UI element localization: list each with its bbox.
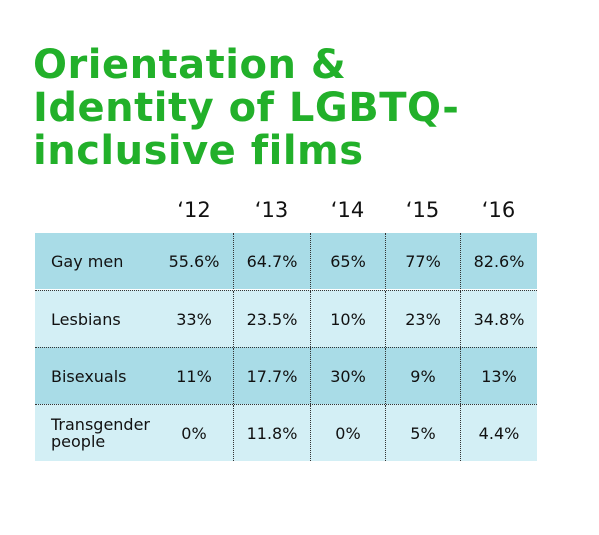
table-cell: 55.6% <box>168 251 220 271</box>
table-cell: 9% <box>385 348 460 404</box>
table-cell: 64.7% <box>233 233 310 289</box>
table-cell: 30% <box>310 348 385 404</box>
column-header: ‘13 <box>254 198 289 222</box>
row-label: Lesbians <box>51 309 121 329</box>
table-cell: 0% <box>310 405 385 461</box>
table-cell: 34.8% <box>460 291 537 347</box>
table-cell: 23% <box>385 291 460 347</box>
table-cell: 13% <box>460 348 537 404</box>
column-header: ‘14 <box>330 198 365 222</box>
row-label: Transgender people <box>51 415 150 451</box>
column-header: ‘15 <box>405 198 440 222</box>
title-line: Identity of LGBTQ- <box>33 85 460 131</box>
table-cell: 0% <box>181 423 207 443</box>
table-cell: 65% <box>310 233 385 289</box>
table-cell: 11% <box>176 366 212 386</box>
column-header: ‘12 <box>177 198 211 222</box>
table-cell: 77% <box>385 233 460 289</box>
row-label: Gay men <box>51 251 124 271</box>
table-cell: 23.5% <box>233 291 310 347</box>
row-label: Bisexuals <box>51 366 127 386</box>
table-cell: 11.8% <box>233 405 310 461</box>
table-cell: 82.6% <box>460 233 537 289</box>
table-cell: 17.7% <box>233 348 310 404</box>
table-row: Transgender people 0% 11.8% 0% 5% 4.4% <box>35 404 537 461</box>
title-line: inclusive films <box>33 128 364 174</box>
table-cell: 5% <box>385 405 460 461</box>
table-row: Bisexuals 11% 17.7% 30% 9% 13% <box>35 347 537 404</box>
table-cell: 4.4% <box>460 405 537 461</box>
column-header: ‘16 <box>481 198 516 222</box>
table-cell: 33% <box>176 309 212 329</box>
table-row: Gay men 55.6% 64.7% 65% 77% 82.6% <box>35 233 537 289</box>
title-line: Orientation & <box>33 42 347 88</box>
table-cell: 10% <box>310 291 385 347</box>
table-row: Lesbians 33% 23.5% 10% 23% 34.8% <box>35 290 537 347</box>
title: Orientation & Identity of LGBTQ-inclusive… <box>33 44 459 173</box>
